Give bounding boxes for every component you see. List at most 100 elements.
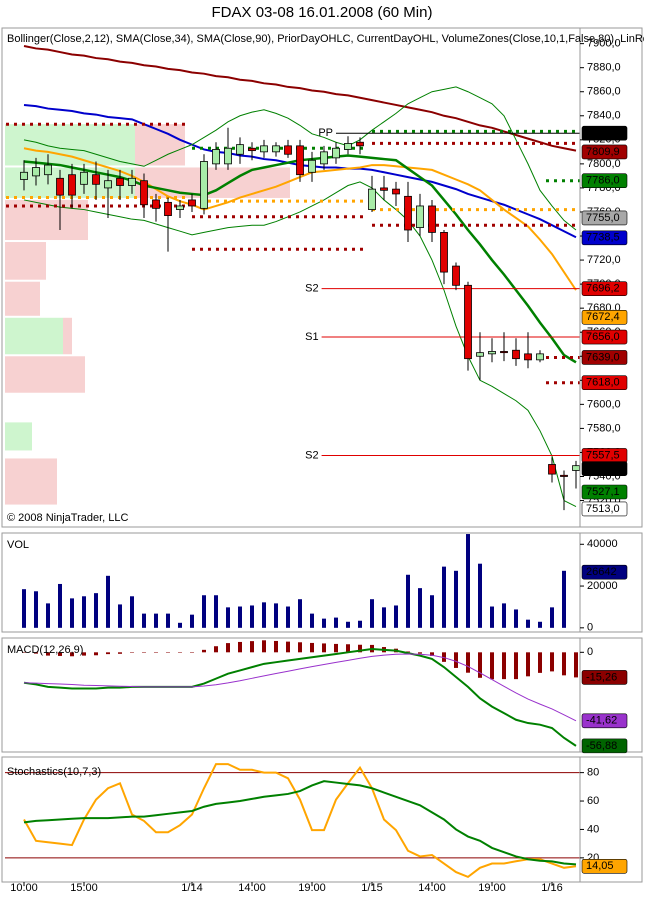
candle-body (320, 151, 328, 165)
value-marker-label: 7639,0 (586, 351, 620, 363)
candle-body (248, 147, 256, 152)
macd-histogram (106, 652, 110, 655)
y-tick-label: 7880,0 (587, 62, 621, 74)
volume-zone-buy (5, 422, 32, 451)
value-marker (581, 484, 628, 500)
volume-bar (118, 604, 122, 628)
y-tick-label: 20000 (587, 580, 618, 592)
macd-histogram (334, 643, 338, 653)
macd-histogram (346, 644, 350, 653)
x-tick-label: 1/15 (361, 882, 382, 894)
candle-body (176, 205, 184, 210)
value-marker-label: 7755,0 (586, 212, 620, 224)
macd-histogram (502, 652, 506, 680)
y-tick-label: 40 (587, 823, 599, 835)
value-marker-label: 7672,4 (586, 311, 620, 323)
candle-body (380, 187, 388, 191)
panel (5, 763, 580, 879)
volume-bar (346, 621, 350, 628)
candle-body (284, 145, 292, 155)
candle-body (200, 161, 208, 209)
value-marker-label: 7513,0 (586, 503, 620, 515)
macd-histogram (70, 652, 74, 657)
macd-histogram (550, 652, 554, 672)
x-tick-label: 19:00 (298, 882, 326, 894)
candle-body (188, 199, 196, 207)
volume-bar (490, 606, 494, 628)
candle-body (488, 351, 496, 355)
y-tick-label: 7720,0 (587, 254, 621, 266)
macd-histogram (358, 644, 362, 653)
volume-bar (334, 617, 338, 628)
macd-histogram (214, 646, 218, 653)
y-tick-label: 7580,0 (587, 422, 621, 434)
volume-bar (454, 570, 458, 628)
volume-bar (130, 596, 134, 628)
indicator-line (23, 181, 577, 508)
volume-bar (34, 591, 38, 628)
candle-body (512, 349, 520, 360)
candle-body (116, 177, 124, 186)
volume-bar (394, 605, 398, 628)
stochastic-line (23, 780, 577, 866)
value-marker (581, 144, 628, 160)
panel-frame (1, 637, 643, 753)
y-tick-label: 7860,0 (587, 86, 621, 98)
value-marker-label: 26642 (586, 566, 617, 578)
panel (22, 640, 578, 747)
macd-histogram (478, 652, 482, 678)
value-marker (581, 738, 628, 754)
volume-bar (166, 613, 170, 628)
value-marker (581, 350, 628, 365)
value-marker-label: 7546,5 (586, 463, 620, 475)
y-tick-label: 40000 (587, 538, 618, 550)
candle-body (260, 145, 268, 153)
volume-bar (538, 621, 542, 628)
volume-bar (514, 609, 518, 628)
candle-body (140, 180, 148, 206)
candle-body (20, 171, 28, 180)
volume-zone-sell (5, 356, 85, 393)
macd-histogram (94, 652, 98, 656)
value-marker-label: 7656,0 (586, 331, 620, 343)
candle-body (452, 265, 460, 286)
volume-bar (526, 619, 530, 628)
value-marker (581, 210, 628, 226)
volume-bar (418, 588, 422, 628)
volume-bar (262, 602, 266, 628)
y-tick-label: 7800,0 (587, 158, 621, 170)
macd-line (23, 653, 577, 722)
macd-histogram (286, 641, 290, 653)
volume-bar (274, 603, 278, 628)
candle-body (464, 284, 472, 360)
volume-zone-sell (5, 458, 57, 505)
macd-histogram (562, 652, 566, 676)
plot-layer: 7520,07540,07560,07580,07600,07620,07640… (1, 27, 643, 894)
panel-title: Stochastics(10,7,3) (7, 766, 101, 778)
candle-body (212, 149, 220, 165)
y-tick-label: 80 (587, 767, 599, 779)
macd-histogram (46, 652, 50, 656)
x-tick-label: 1/14 (181, 882, 202, 894)
candle-body (152, 199, 160, 209)
volume-bar (370, 599, 374, 628)
volume-zone-sell (135, 167, 290, 198)
macd-histogram (58, 652, 62, 656)
indicator-line (23, 86, 577, 231)
volume-zone-sell (63, 317, 72, 355)
candle-body (44, 164, 52, 176)
macd-histogram (238, 641, 242, 653)
macd-histogram (298, 642, 302, 653)
volume-bar (226, 607, 230, 628)
volume-bar (322, 618, 326, 628)
candle-body (416, 205, 424, 228)
macd-histogram (526, 652, 530, 677)
panel-frame (1, 756, 643, 883)
volume-bar (106, 575, 110, 628)
volume-bar (82, 596, 86, 628)
value-marker-label: -56,88 (586, 740, 617, 752)
macd-histogram (514, 652, 518, 680)
value-marker (581, 375, 628, 391)
candle-body (308, 159, 316, 173)
volume-bar (202, 595, 206, 628)
